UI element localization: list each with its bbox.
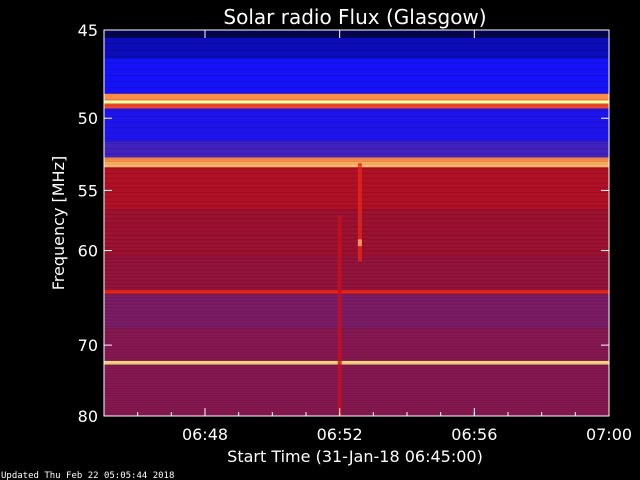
plot-area [104, 29, 609, 417]
spectral-band [104, 209, 609, 257]
x-tick-label: 07:00 [586, 425, 632, 444]
y-tick-label: 70 [78, 336, 98, 355]
plot-frame [103, 29, 610, 417]
spectral-band [104, 289, 609, 294]
spectral-band [104, 37, 609, 59]
y-tick-label: 50 [78, 109, 98, 128]
x-tick-label: 06:56 [451, 425, 497, 444]
burst-feature [357, 163, 362, 262]
spectral-band [104, 360, 609, 365]
spectral-band [104, 58, 609, 94]
y-tick-label: 45 [78, 21, 98, 40]
spectral-band [104, 93, 609, 101]
spectral-band [104, 293, 609, 329]
y-tick-label: 80 [78, 407, 98, 426]
spectral-band [104, 364, 609, 416]
y-axis-label: Frequency [MHz] [49, 156, 68, 290]
spectral-band [104, 108, 609, 142]
x-axis: 06:48 06:52 06:56 07:00 [103, 30, 632, 444]
spectral-band [104, 328, 609, 361]
y-tick-label: 55 [78, 181, 98, 200]
x-tick-label: 06:52 [317, 425, 363, 444]
updated-timestamp: Updated Thu Feb 22 05:05:44 2018 [1, 471, 174, 480]
burst-feature [337, 215, 342, 416]
spectral-band [104, 30, 609, 38]
spectral-band [104, 141, 609, 158]
spectral-band [104, 100, 609, 104]
spectral-band [104, 167, 609, 210]
y-axis: 45 50 55 60 70 80 [78, 21, 609, 426]
spectral-band [104, 256, 609, 290]
spectral-band [104, 103, 609, 109]
x-axis-label: Start Time (31-Jan-18 06:45:00) [227, 447, 483, 466]
chart-title: Solar radio Flux (Glasgow) [223, 5, 486, 29]
spectral-band [104, 161, 609, 168]
spectral-band [104, 157, 609, 162]
y-tick-label: 60 [78, 242, 98, 261]
x-tick-label: 06:48 [182, 425, 228, 444]
burst-feature [357, 239, 362, 247]
